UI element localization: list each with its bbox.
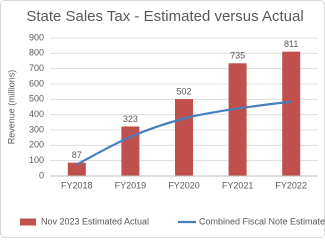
y-tick-label: 0 (39, 170, 44, 180)
y-tick-label: 200 (29, 140, 44, 150)
x-tick-label: FY2021 (222, 180, 254, 190)
chart-title: State Sales Tax - Estimated versus Actua… (26, 8, 303, 25)
data-label: 87 (72, 150, 82, 160)
legend-label: Nov 2023 Estimated Actual (41, 216, 149, 226)
data-label: 502 (176, 86, 191, 96)
legend-swatch (20, 218, 36, 226)
y-tick-label: 500 (29, 94, 44, 104)
data-label: 811 (284, 39, 298, 49)
bar (67, 162, 86, 176)
y-tick-label: 300 (29, 124, 44, 134)
line (76, 100, 292, 166)
legend-label: Combined Fiscal Note Estimates (199, 216, 325, 226)
x-tick-label: FY2018 (61, 180, 93, 190)
bar (175, 99, 193, 176)
y-tick-label: 900 (29, 32, 44, 42)
y-tick-label: 700 (29, 63, 44, 73)
bar (282, 51, 301, 176)
x-tick-label: FY2020 (168, 180, 200, 190)
y-axis-label: Revenue (millions) (6, 70, 16, 145)
data-label: 735 (230, 51, 245, 61)
y-tick-label: 100 (29, 155, 44, 165)
data-label: 323 (123, 114, 138, 124)
x-tick-label: FY2019 (115, 180, 147, 190)
y-tick-label: 600 (29, 78, 44, 88)
x-tick-label: FY2022 (275, 180, 307, 190)
y-tick-label: 400 (29, 109, 44, 119)
y-tick-label: 800 (29, 48, 44, 58)
bar (228, 63, 247, 176)
